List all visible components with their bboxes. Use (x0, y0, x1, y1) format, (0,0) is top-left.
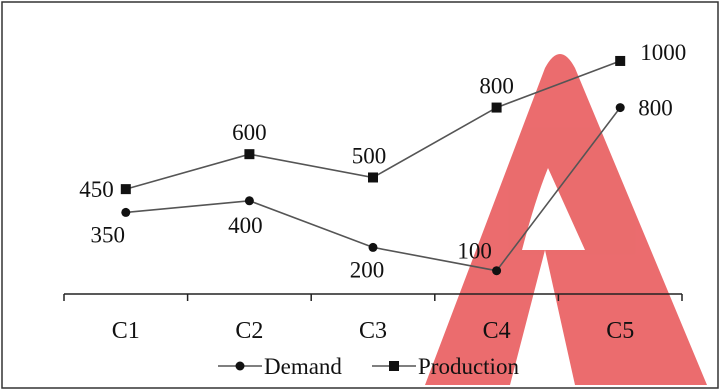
data-point-production (244, 149, 255, 160)
x-axis: C1 C2 C3 C4 C5 (63, 293, 683, 344)
data-label-demand: 100 (457, 239, 492, 264)
data-label-production: 1000 (640, 40, 686, 65)
data-label-production: 600 (232, 120, 267, 145)
data-point-demand (492, 266, 502, 276)
legend: Demand Production (218, 354, 519, 379)
data-point-production (491, 102, 502, 113)
data-point-demand (615, 103, 625, 113)
watermark-logo (425, 54, 707, 385)
data-point-demand (368, 242, 378, 252)
data-point-production (120, 184, 131, 195)
data-labels: 350 400 200 100 800 450 600 500 800 1000 (79, 40, 686, 282)
x-tick-label: C3 (359, 318, 387, 344)
data-label-demand: 400 (228, 213, 263, 238)
x-tick-label: C2 (235, 318, 263, 344)
data-point-production (615, 55, 626, 66)
data-label-production: 800 (479, 74, 514, 99)
data-label-demand: 800 (638, 96, 673, 121)
data-label-production: 450 (79, 177, 114, 202)
x-tick-label: C5 (606, 318, 634, 344)
data-label-demand: 350 (91, 222, 126, 247)
legend-label-production: Production (418, 354, 519, 379)
x-tick-label: C4 (483, 318, 511, 344)
data-label-demand: 200 (350, 257, 385, 282)
data-label-production: 500 (352, 143, 387, 168)
legend-label-demand: Demand (264, 354, 342, 379)
series-markers (120, 55, 626, 276)
x-tick-label: C1 (112, 318, 140, 344)
data-point-production (368, 172, 378, 183)
legend-marker-production (389, 361, 399, 371)
legend-marker-demand (235, 361, 245, 371)
data-point-demand (244, 196, 254, 206)
data-point-demand (121, 207, 131, 217)
